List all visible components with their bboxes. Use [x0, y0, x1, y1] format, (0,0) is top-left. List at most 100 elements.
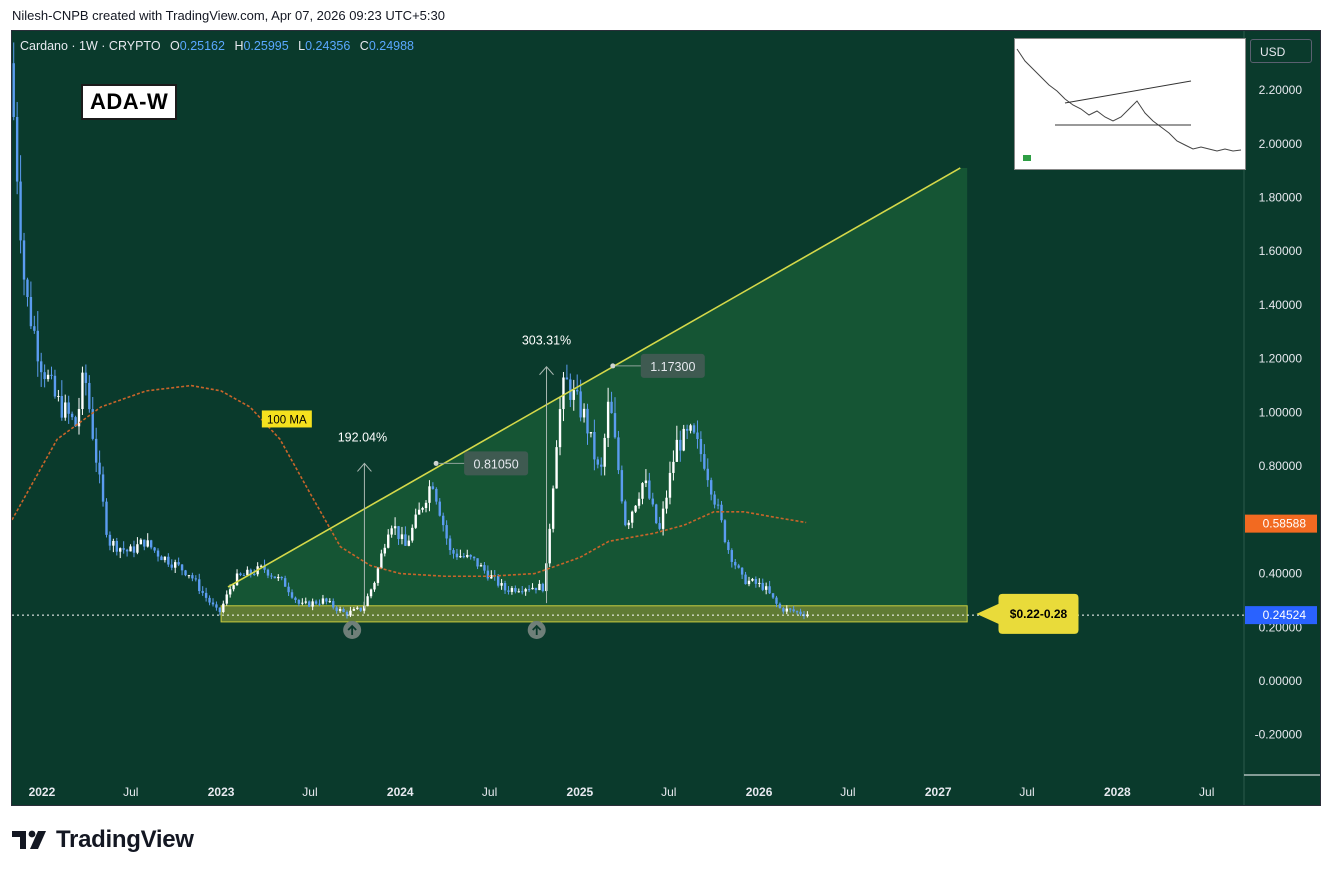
candle-body [349, 610, 352, 616]
candle-body [122, 548, 125, 550]
candle-body [277, 576, 280, 579]
candle-body [290, 592, 294, 598]
candle-body [235, 573, 239, 586]
candle-body [314, 601, 318, 604]
ma-line [12, 384, 807, 578]
candle-body [12, 63, 15, 117]
candle-body [170, 564, 173, 568]
candle-body [91, 409, 94, 439]
candle-body [514, 588, 517, 592]
candle-body [778, 603, 782, 609]
candle-body [455, 553, 459, 558]
candle-body [400, 534, 404, 539]
candle-body [586, 408, 589, 434]
candle-body [194, 578, 198, 580]
measure-label: 303.31% [522, 334, 571, 348]
candle-body [125, 549, 129, 552]
candle-body [311, 601, 314, 607]
candle-body [699, 438, 703, 455]
candle-body [758, 582, 761, 584]
candle-body [572, 390, 575, 400]
candle-body [500, 583, 503, 586]
chart-panel[interactable]: 100 MA 192.04% 303.31% 0.81050 1.17300 $0.22-… [11, 30, 1321, 806]
candle-body [469, 554, 472, 557]
y-tick-label: 0.40000 [1259, 567, 1303, 581]
candle-body [466, 554, 469, 557]
candle-body [771, 593, 775, 598]
tradingview-logo: TradingView [12, 826, 194, 854]
candles [12, 42, 809, 620]
price-chart[interactable]: 100 MA 192.04% 303.31% 0.81050 1.17300 $0.22-… [12, 31, 1321, 806]
candle-body [730, 550, 734, 562]
candle-body [606, 401, 610, 438]
candle-body [332, 601, 335, 608]
candle-body [579, 391, 582, 418]
candle-body [551, 488, 555, 529]
candle-body [211, 602, 215, 605]
y-tick-label: 1.00000 [1259, 405, 1303, 419]
candle-body [775, 597, 778, 604]
candle-body [782, 608, 785, 612]
ohlc-legend: Cardano · 1W · CRYPTO O0.25162 H0.25995 … [20, 39, 414, 53]
candle-body [417, 509, 421, 515]
x-tick-label: Jul [482, 785, 497, 799]
tradingview-logo-icon [12, 830, 46, 849]
candle-body [263, 565, 266, 570]
y-tick-label: -0.20000 [1255, 728, 1303, 742]
legend-low-value: 0.24356 [305, 39, 351, 53]
candle-body [476, 558, 479, 567]
ticker-label: ADA-W [81, 84, 178, 120]
callout-box [640, 353, 705, 378]
currency-button[interactable]: USD [1250, 39, 1312, 63]
candle-body [713, 494, 716, 505]
candle-body [510, 588, 514, 592]
candle-body [393, 526, 397, 529]
candle-body [26, 279, 29, 297]
candle-body [139, 539, 143, 545]
x-tick-label: Jul [661, 785, 676, 799]
candle-body [682, 428, 685, 451]
candle-body [198, 579, 201, 592]
candle-body [356, 607, 359, 609]
candle-body [404, 534, 407, 546]
candle-body [486, 570, 490, 579]
candle-body [163, 556, 167, 561]
candle-body [342, 609, 345, 612]
candle-body [479, 565, 483, 567]
candle-body [596, 459, 600, 465]
candle-body [672, 461, 675, 473]
candle-body [792, 609, 795, 612]
candle-body [201, 591, 204, 593]
candle-body [524, 589, 527, 592]
candle-body [373, 582, 376, 590]
candle-body [146, 540, 149, 547]
candle-body [390, 528, 393, 535]
legend-close-label: C [359, 39, 369, 53]
callout-label: 1.17300 [650, 360, 695, 374]
candle-body [617, 437, 620, 471]
candle-body [627, 522, 630, 526]
candle-body [149, 540, 153, 548]
legend-symbol: Cardano · 1W · CRYPTO [20, 39, 161, 53]
candle-body [431, 486, 435, 489]
candle-body [177, 562, 180, 565]
candle-body [321, 598, 325, 604]
candle-body [40, 361, 43, 373]
x-tick-label: Jul [1199, 785, 1214, 799]
candle-body [115, 540, 118, 552]
measure-arrowhead [357, 462, 372, 472]
candle-body [318, 603, 321, 605]
candle-body [407, 540, 411, 546]
candle-body [36, 330, 39, 362]
candle-body [764, 586, 768, 590]
x-tick-label: 2026 [746, 785, 773, 799]
x-tick-label: 2023 [208, 785, 235, 799]
last-price-label: 0.24524 [1263, 608, 1307, 622]
candle-body [641, 483, 644, 499]
candle-body [679, 439, 682, 451]
candle-body [703, 454, 706, 469]
candle-body [369, 589, 373, 597]
candle-body [308, 601, 311, 607]
candle-body [249, 569, 252, 574]
candle-body [283, 578, 287, 587]
